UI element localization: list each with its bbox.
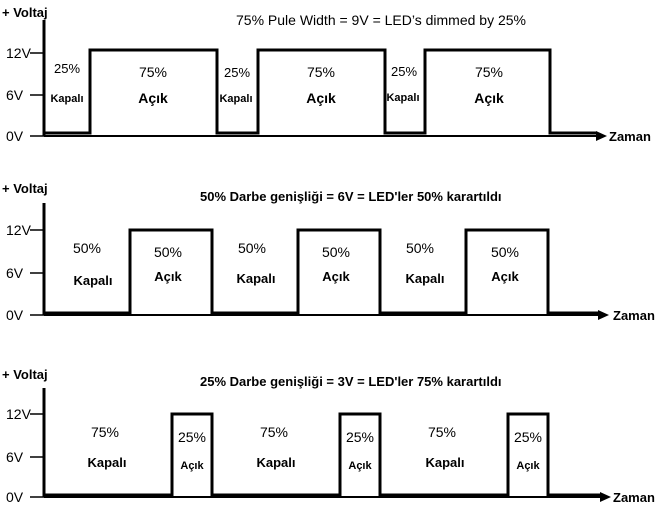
on-state-label: Açık xyxy=(154,269,182,284)
tick-label-0v: 0V xyxy=(6,489,24,505)
panel-title: 50% Darbe genişliği = 6V = LED'ler 50% k… xyxy=(200,189,502,204)
panel-25-percent: + Voltaj 25% Darbe genişliği = 3V = LED'… xyxy=(2,367,655,505)
off-percent-label: 50% xyxy=(73,240,101,256)
panel-50-percent: + Voltaj 50% Darbe genişliği = 6V = LED'… xyxy=(2,181,655,323)
on-state-label: Açık xyxy=(474,90,504,106)
x-axis-arrow xyxy=(596,131,607,141)
off-percent-label: 50% xyxy=(406,240,434,256)
off-percent-label: 25% xyxy=(391,64,417,79)
off-state-label: Kapalı xyxy=(256,455,295,470)
off-percent-label: 50% xyxy=(238,240,266,256)
x-axis-label: Zaman xyxy=(609,129,651,144)
tick-label-6v: 6V xyxy=(6,87,24,103)
on-state-label: Açık xyxy=(306,90,336,106)
y-axis-label: + Voltaj xyxy=(2,367,48,382)
on-percent-label: 50% xyxy=(154,244,182,260)
panel-title: 75% Pule Width = 9V = LED’s dimmed by 25… xyxy=(236,12,526,28)
pwm-waveform xyxy=(44,48,596,135)
on-percent-label: 25% xyxy=(178,429,206,445)
on-state-label: Açık xyxy=(516,460,540,472)
on-percent-label: 50% xyxy=(322,244,350,260)
on-percent-label: 75% xyxy=(307,64,335,80)
on-percent-label: 25% xyxy=(514,429,542,445)
on-state-label: Açık xyxy=(322,269,350,284)
on-percent-label: 75% xyxy=(475,64,503,80)
off-percent-label: 75% xyxy=(91,424,119,440)
tick-label-6v: 6V xyxy=(6,265,24,281)
on-percent-label: 25% xyxy=(346,429,374,445)
panel-title: 25% Darbe genişliği = 3V = LED'ler 75% k… xyxy=(200,374,502,389)
y-axis-label: + Voltaj xyxy=(2,5,48,20)
off-state-label: Kapalı xyxy=(87,455,126,470)
x-axis-label: Zaman xyxy=(613,490,655,505)
off-state-label: Kapalı xyxy=(236,271,275,286)
off-percent-label: 75% xyxy=(428,424,456,440)
off-percent-label: 25% xyxy=(54,61,80,76)
x-axis-arrow xyxy=(598,310,609,320)
panel-75-percent: + Voltaj 75% Pule Width = 9V = LED’s dim… xyxy=(2,5,651,144)
tick-label-0v: 0V xyxy=(6,128,24,144)
off-state-label: Kapalı xyxy=(50,93,83,105)
off-state-label: Kapalı xyxy=(73,273,112,288)
off-state-label: Kapalı xyxy=(405,271,444,286)
off-percent-label: 75% xyxy=(260,424,288,440)
tick-label-12v: 12V xyxy=(6,45,32,61)
y-axis-label: + Voltaj xyxy=(2,181,48,196)
on-state-label: Açık xyxy=(138,90,168,106)
tick-label-12v: 12V xyxy=(6,222,32,238)
pwm-waveform xyxy=(44,412,600,497)
pwm-waveform xyxy=(44,228,598,315)
off-state-label: Kapalı xyxy=(425,455,464,470)
on-percent-label: 75% xyxy=(139,64,167,80)
on-state-label: Açık xyxy=(491,269,519,284)
on-percent-label: 50% xyxy=(491,244,519,260)
tick-label-0v: 0V xyxy=(6,307,24,323)
on-state-label: Açık xyxy=(180,460,204,472)
off-state-label: Kapalı xyxy=(219,93,252,105)
x-axis-arrow xyxy=(600,492,611,502)
tick-label-12v: 12V xyxy=(6,406,32,422)
on-state-label: Açık xyxy=(348,460,372,472)
tick-label-6v: 6V xyxy=(6,449,24,465)
off-percent-label: 25% xyxy=(224,65,250,80)
off-state-label: Kapalı xyxy=(386,92,419,104)
x-axis-label: Zaman xyxy=(613,308,655,323)
